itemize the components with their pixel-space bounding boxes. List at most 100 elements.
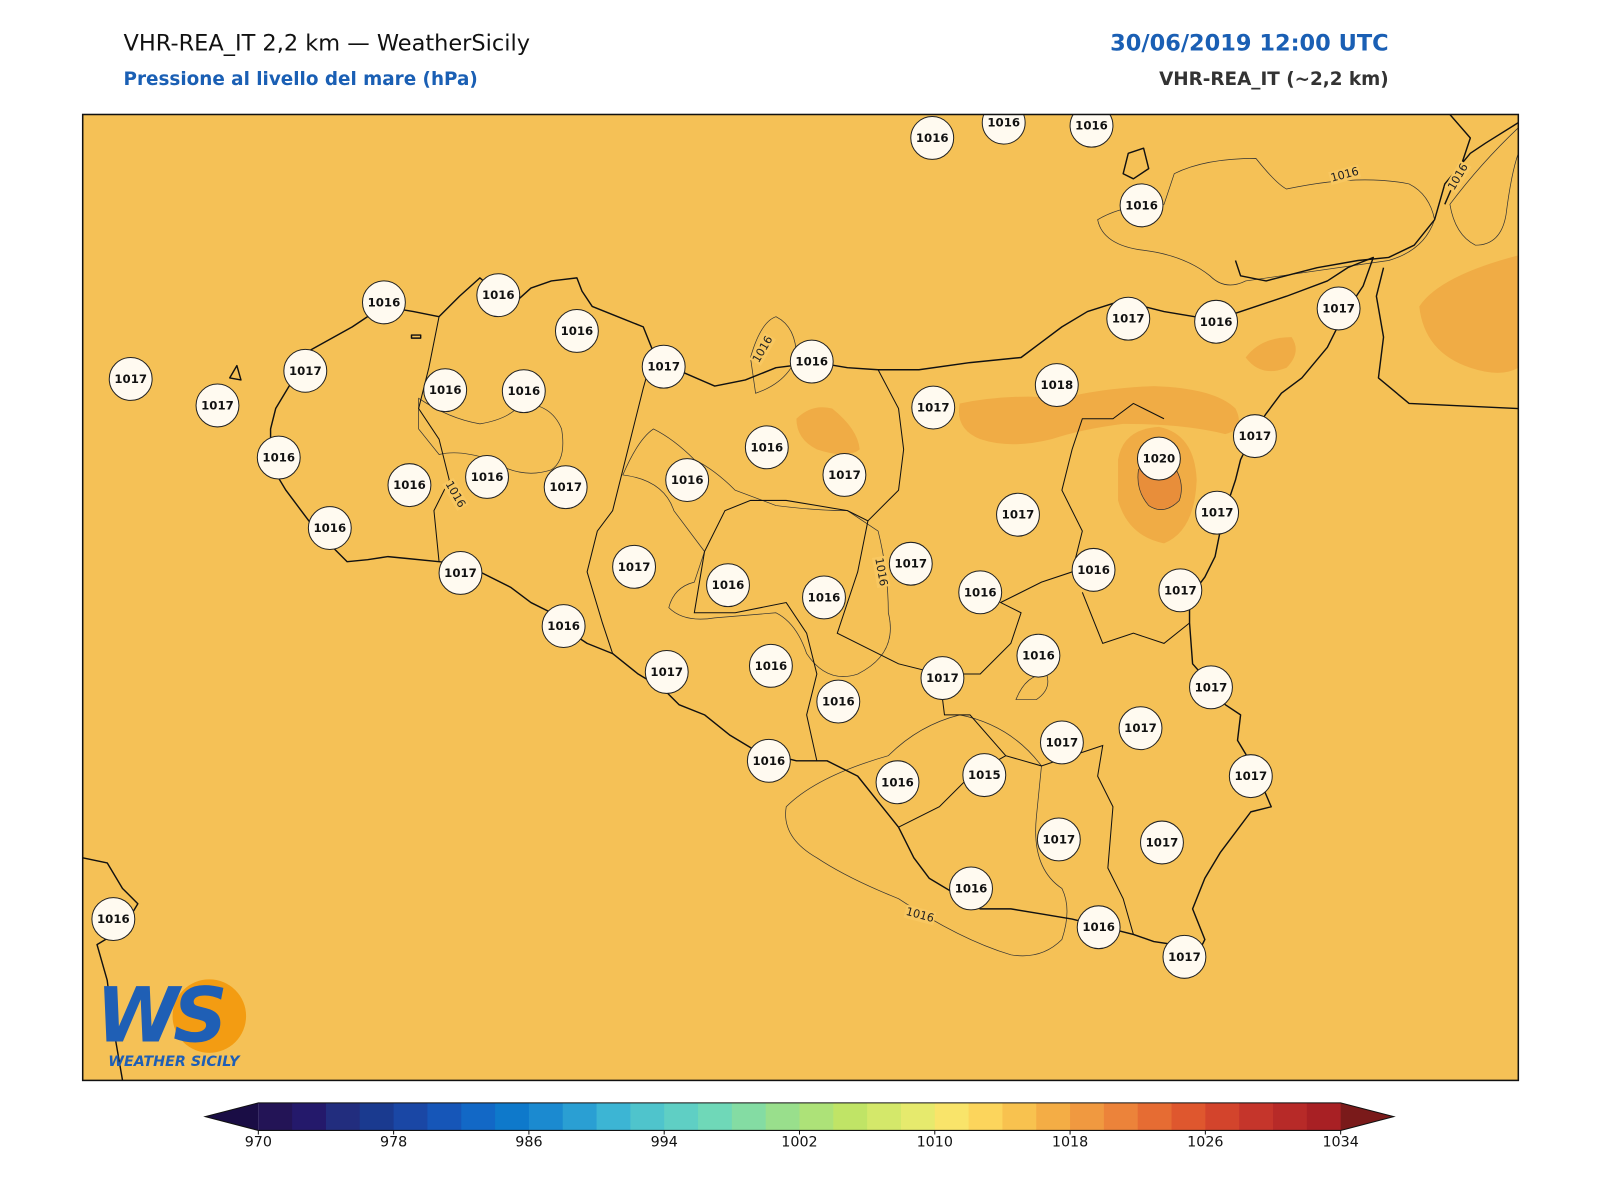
coastline	[1122, 147, 1150, 180]
station-marker	[641, 344, 686, 389]
logo-text: WEATHER SICILY	[108, 1054, 241, 1070]
colorbar-swatch	[393, 1102, 428, 1131]
colorbar-tick-label: 1034	[1322, 1135, 1358, 1151]
station-value: 1016	[97, 912, 130, 926]
coastline	[1375, 267, 1519, 410]
station-marker	[1118, 706, 1163, 751]
colorbar-swatch	[867, 1102, 902, 1131]
station-marker	[438, 550, 483, 595]
station: 1016	[748, 643, 793, 688]
station-marker	[748, 643, 793, 688]
contour-label-bg	[441, 477, 469, 511]
station-marker	[1136, 436, 1181, 481]
border	[586, 352, 654, 654]
station-marker	[195, 383, 240, 428]
colorbar-tick-label: 986	[515, 1135, 542, 1151]
colorbar-swatch	[731, 1102, 767, 1131]
station-value: 1016	[671, 473, 704, 487]
station-marker	[1195, 490, 1240, 535]
colorbar-tick-label: 970	[245, 1135, 272, 1151]
colorbar-swatch	[495, 1102, 530, 1131]
station-value: 1016	[561, 324, 594, 338]
colorbar-swatch	[596, 1102, 631, 1131]
title: VHR-REA_IT 2,2 km — WeatherSicily	[124, 31, 530, 57]
station: 1016	[1194, 299, 1239, 344]
station-marker	[476, 273, 521, 318]
station: 1017	[1189, 665, 1233, 710]
station: 1015	[962, 753, 1007, 798]
station-value: 1016	[313, 521, 346, 535]
colorbar-swatch	[1036, 1102, 1071, 1131]
station: 1016	[910, 116, 955, 160]
station-marker	[1119, 183, 1164, 228]
station: 1016	[958, 570, 1003, 615]
station-marker	[361, 280, 406, 325]
high-pressure-area	[1245, 337, 1296, 372]
station-value: 1016	[1125, 198, 1158, 212]
station-value: 1016	[429, 383, 462, 397]
station: 1017	[1232, 414, 1277, 459]
colorbar-swatch	[900, 1102, 936, 1131]
station-value: 1017	[1146, 836, 1179, 850]
low-pressure-area	[1097, 158, 1435, 286]
station-marker	[307, 506, 352, 550]
colorbar-swatch	[630, 1102, 665, 1131]
station-value: 1016	[753, 754, 786, 768]
station: 1018	[1034, 363, 1079, 408]
colorbar-swatch	[1103, 1102, 1139, 1131]
station: 1016	[802, 575, 846, 620]
station: 1016	[465, 455, 509, 499]
colorbar-swatch	[325, 1102, 361, 1131]
station: 1017	[1036, 817, 1081, 862]
station: 1016	[744, 425, 789, 470]
logo: WS WEATHER SICILY	[96, 972, 247, 1070]
high-pressure-area	[796, 407, 860, 455]
station: 1016	[541, 604, 586, 648]
station: 1016	[554, 308, 599, 353]
station-value: 1017	[650, 665, 683, 679]
station-value: 1017	[1043, 832, 1076, 846]
station-value: 1016	[368, 295, 401, 309]
station: 1016	[1119, 183, 1164, 228]
station-marker	[822, 452, 867, 497]
border	[693, 369, 905, 761]
station-value: 1017	[1195, 680, 1228, 694]
station-value: 1016	[822, 695, 855, 709]
colorbar-tick-label: 994	[651, 1135, 678, 1151]
station-marker	[910, 116, 955, 160]
station-marker	[920, 656, 965, 701]
colorbar-swatch	[1137, 1102, 1173, 1131]
station: 1016	[361, 280, 406, 325]
colorbar-swatch	[698, 1102, 733, 1131]
station-marker	[91, 897, 136, 942]
subtitle: Pressione al livello del mare (hPa)	[124, 69, 478, 90]
station-marker	[1039, 720, 1084, 765]
station-value: 1016	[471, 470, 504, 484]
colorbar-swatch	[1205, 1102, 1240, 1131]
high-pressure-area	[1419, 255, 1519, 373]
station: 1017	[644, 650, 689, 694]
station: 1016	[706, 563, 750, 608]
station-value: 1017	[1046, 735, 1079, 749]
station-marker	[746, 738, 791, 783]
colorbar-swatch	[258, 1102, 293, 1131]
model-name: VHR-REA_IT (~2,2 km)	[1159, 69, 1389, 90]
station-value: 1016	[482, 288, 515, 302]
station: 1017	[195, 383, 240, 428]
station-value: 1016	[1075, 119, 1108, 133]
station-marker	[1016, 633, 1061, 678]
station-value: 1017	[1002, 508, 1035, 522]
station-value: 1016	[1200, 315, 1233, 329]
station-marker	[875, 760, 920, 805]
colorbar-swatch	[1002, 1102, 1037, 1131]
station-value: 1017	[1234, 769, 1267, 783]
station: 1016	[789, 339, 834, 384]
station-value: 1016	[955, 881, 988, 895]
station: 1016	[423, 368, 468, 413]
station-value: 1016	[1082, 920, 1115, 934]
colorbar-swatch	[664, 1102, 699, 1131]
station-value: 1016	[987, 116, 1020, 130]
coastline	[410, 334, 422, 339]
